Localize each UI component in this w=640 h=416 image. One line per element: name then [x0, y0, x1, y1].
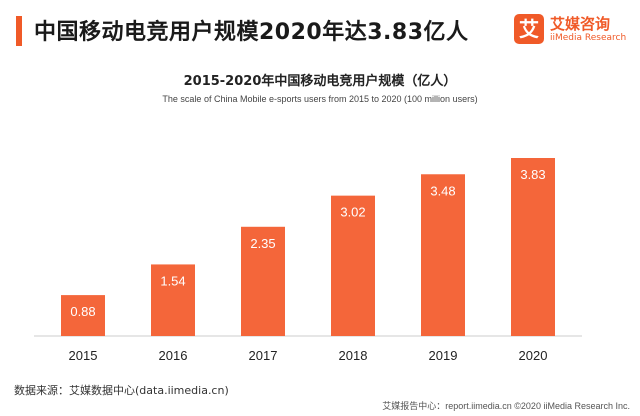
page-title: 中国移动电竞用户规模2020年达3.83亿人 — [34, 20, 469, 45]
data-label-2018: 3.02 — [340, 205, 365, 220]
x-tick-label-2018: 2018 — [339, 348, 368, 363]
brand-logo-icon: 艾 — [514, 14, 544, 44]
data-label-2016: 1.54 — [160, 273, 185, 288]
chart-subtitle: The scale of China Mobile e-sports users… — [162, 94, 478, 104]
data-label-2015: 0.88 — [70, 304, 95, 319]
brand-name: 艾媒咨询 — [550, 15, 611, 33]
bar-2015 — [61, 295, 105, 336]
chart-title: 2015-2020年中国移动电竞用户规模（亿人） — [183, 74, 457, 89]
data-source-note: 数据来源：艾媒数据中心(data.iimedia.cn) — [14, 384, 229, 397]
x-tick-label-2020: 2020 — [519, 348, 548, 363]
x-tick-label-2016: 2016 — [159, 348, 188, 363]
bar-2016 — [151, 264, 195, 336]
x-tick-label-2019: 2019 — [429, 348, 458, 363]
bar-2019 — [421, 174, 465, 336]
bar-2018 — [331, 195, 375, 336]
x-tick-label-2017: 2017 — [249, 348, 278, 363]
bar-2017 — [241, 226, 285, 336]
header-accent-bar — [16, 16, 22, 46]
brand-subtitle: iiMedia Research — [550, 33, 627, 43]
data-label-2020: 3.83 — [520, 167, 545, 182]
brand-logo-block: 艾 艾媒咨询 iiMedia Research — [514, 12, 630, 48]
x-tick-label-2015: 2015 — [69, 348, 98, 363]
footer-copyright: 艾媒报告中心：report.iimedia.cn ©2020 iiMedia R… — [382, 401, 630, 411]
data-label-2017: 2.35 — [250, 236, 275, 251]
bar-2020 — [511, 158, 555, 336]
data-label-2019: 3.48 — [430, 183, 455, 198]
